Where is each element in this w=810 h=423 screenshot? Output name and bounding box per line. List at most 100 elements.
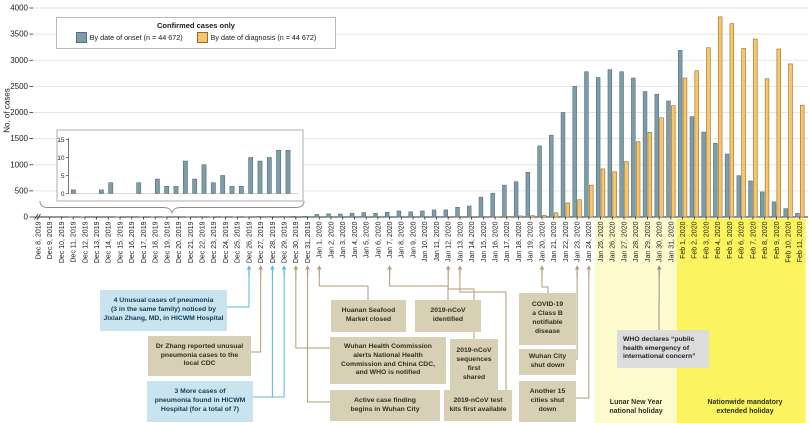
bar-onset	[677, 50, 683, 218]
y-tick-label: 2500	[10, 82, 28, 91]
annotation-arrowhead-icon	[539, 265, 545, 270]
bar-onset	[748, 180, 753, 218]
y-tick-label: 0	[24, 213, 29, 222]
x-tick-label: Dec 31, 2019	[305, 221, 312, 263]
x-tick-label: Dec 12, 2019	[82, 221, 89, 263]
bar-diagnosis	[659, 117, 664, 218]
x-tick-label: Feb 2, 2020	[692, 221, 699, 258]
holiday-label: Nationwide mandatory extended holiday	[707, 399, 783, 416]
legend: Confirmed cases only By date of onset (n…	[56, 17, 336, 49]
x-tick-label: Jan 12, 2020	[446, 221, 453, 262]
bar-onset	[513, 181, 519, 218]
annotation-connector	[389, 278, 449, 300]
holiday-band	[594, 218, 677, 423]
x-tick-label: Dec 26, 2019	[246, 221, 253, 263]
x-tick-label: Dec 25, 2019	[235, 221, 242, 263]
inset-bar-onset	[266, 157, 272, 194]
y-tick-label: 1500	[10, 134, 28, 143]
bar-diagnosis	[682, 77, 688, 218]
annotation-arrowhead-icon	[445, 265, 451, 270]
inset-bar-onset	[154, 178, 160, 194]
bar-diagnosis	[776, 48, 781, 218]
bar-onset	[408, 211, 413, 218]
annotation-connector	[541, 278, 549, 293]
inset-bar-onset	[164, 186, 170, 194]
annotation-connector	[307, 278, 330, 403]
inset-bar-onset	[182, 160, 188, 194]
bar-onset	[478, 196, 484, 218]
annotation-connector	[318, 278, 369, 300]
inset-y-tick-label: 10	[57, 155, 65, 162]
annotation-connector	[253, 278, 285, 398]
legend-onset-label: By date of onset (n = 44 672)	[89, 33, 183, 42]
x-tick-label: Jan 11, 2020	[434, 221, 441, 261]
x-tick-label: Dec 19, 2019	[164, 221, 171, 263]
bar-onset	[736, 175, 742, 218]
x-tick-label: Dec 28, 2019	[270, 221, 277, 263]
annotation-arrowhead-icon	[270, 265, 275, 270]
diagnosis-swatch-icon	[196, 32, 208, 43]
bar-onset	[701, 131, 706, 218]
x-tick-label: Jan 14, 2020	[469, 221, 476, 262]
annotation-arrowhead-icon	[246, 265, 252, 270]
x-tick-label: Dec 8, 2019	[35, 221, 42, 259]
x-tick-label: Jan 4, 2020	[352, 221, 359, 258]
inset-bar-onset	[201, 164, 207, 194]
x-tick-label: Jan 18, 2020	[516, 221, 523, 262]
bar-onset	[490, 192, 495, 218]
bar-diagnosis	[518, 215, 524, 218]
x-tick-label: Dec 16, 2019	[129, 221, 136, 263]
bar-onset	[396, 210, 402, 218]
bar-onset	[607, 69, 613, 218]
x-tick-label: Dec 23, 2019	[211, 221, 218, 263]
x-tick-label: Dec 20, 2019	[176, 221, 183, 263]
inset-box	[56, 129, 304, 202]
y-tick-label: 3500	[10, 30, 28, 39]
legend-diagnosis-label: By date of diagnosis (n = 44 672)	[210, 33, 317, 42]
x-tick-label: Dec 24, 2019	[223, 221, 230, 263]
x-tick-label: Jan 20, 2020	[539, 221, 546, 262]
x-tick-label: Jan 13, 2020	[457, 221, 464, 262]
bar-onset	[302, 216, 308, 218]
bar-onset	[326, 213, 331, 218]
x-tick-label: Jan 25, 2020	[598, 221, 605, 262]
inset-bar-onset	[257, 160, 263, 194]
y-tick-label: 3000	[10, 56, 28, 65]
bar-onset	[666, 100, 671, 218]
bar-onset	[584, 71, 589, 218]
inset-bar-onset	[192, 178, 198, 194]
annotation-box-whc-alerts: Wuhan Health Commission alerts National …	[330, 337, 446, 384]
annotation-box-sequences-shared: 2019-nCoV sequences first shared	[450, 339, 498, 391]
onset-swatch-icon	[75, 32, 87, 43]
inset-bar-onset	[173, 186, 179, 194]
x-tick-label: Dec 13, 2019	[94, 221, 101, 263]
x-tick-label: Feb 6, 2020	[739, 221, 746, 258]
annotation-arrowhead-icon	[457, 265, 463, 270]
annotation-box-zhang-reported: Dr Zhang reported unusual pneumonia case…	[148, 336, 251, 376]
axis-break-icon	[36, 213, 41, 220]
bar-onset	[291, 216, 296, 218]
bar-onset	[619, 71, 624, 218]
annotation-arrowhead-icon	[281, 265, 287, 270]
bar-diagnosis	[553, 212, 559, 218]
annotation-arrowhead-icon	[586, 265, 592, 270]
bar-onset	[689, 116, 695, 218]
x-tick-label: Feb 4, 2020	[715, 221, 722, 258]
x-tick-label: Jan 9, 2020	[410, 221, 417, 258]
x-tick-label: Jan 16, 2020	[492, 221, 499, 262]
inset-bar-onset	[229, 186, 235, 194]
annotation-box-huanan-closed: Huanan Seafood Market closed	[331, 300, 406, 332]
annotation-box-three-more-cases: 3 More cases of pneumonia found in HICWM…	[147, 381, 253, 422]
x-tick-label: Jan 7, 2020	[387, 221, 394, 258]
annotation-box-wuhan-shutdown: Wuhan City shut down	[519, 349, 576, 375]
x-tick-label: Dec 27, 2019	[258, 221, 265, 263]
annotation-box-cities-shutdown: Another 15 cities shut down	[519, 381, 576, 422]
bar-diagnosis	[577, 199, 582, 218]
bar-diagnosis	[612, 171, 617, 218]
bar-diagnosis	[589, 184, 594, 218]
inset-bar-onset	[98, 189, 104, 194]
inset-bar-onset	[71, 189, 76, 194]
annotation-arrowhead-icon	[387, 265, 392, 270]
inset-bar-onset	[220, 175, 226, 194]
